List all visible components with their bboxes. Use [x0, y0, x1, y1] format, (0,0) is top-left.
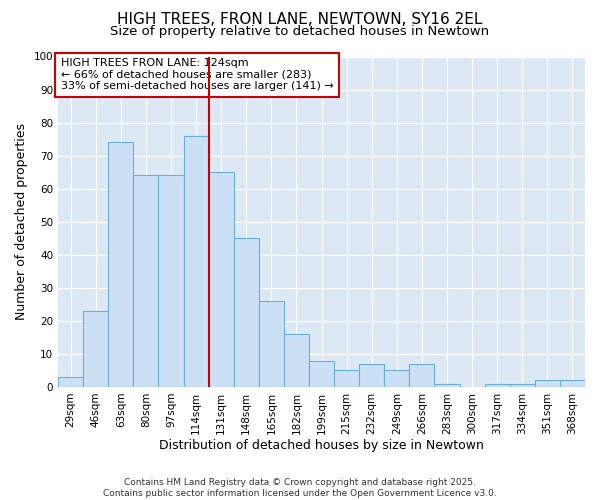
Text: Contains HM Land Registry data © Crown copyright and database right 2025.
Contai: Contains HM Land Registry data © Crown c…	[103, 478, 497, 498]
Bar	[158, 176, 184, 387]
Bar	[133, 176, 158, 387]
Bar	[259, 301, 284, 387]
Bar	[359, 364, 384, 387]
Bar	[58, 377, 83, 387]
Bar	[384, 370, 409, 387]
Bar	[108, 142, 133, 387]
Bar	[560, 380, 585, 387]
Text: Size of property relative to detached houses in Newtown: Size of property relative to detached ho…	[110, 25, 490, 38]
Bar	[434, 384, 460, 387]
Bar	[510, 384, 535, 387]
Text: HIGH TREES, FRON LANE, NEWTOWN, SY16 2EL: HIGH TREES, FRON LANE, NEWTOWN, SY16 2EL	[118, 12, 482, 28]
Bar	[535, 380, 560, 387]
Bar	[485, 384, 510, 387]
Bar	[209, 172, 233, 387]
Bar	[309, 360, 334, 387]
Bar	[83, 311, 108, 387]
Bar	[409, 364, 434, 387]
Y-axis label: Number of detached properties: Number of detached properties	[15, 123, 28, 320]
Bar	[334, 370, 359, 387]
Bar	[233, 238, 259, 387]
Text: HIGH TREES FRON LANE: 124sqm
← 66% of detached houses are smaller (283)
33% of s: HIGH TREES FRON LANE: 124sqm ← 66% of de…	[61, 58, 334, 92]
Bar	[184, 136, 209, 387]
Bar	[284, 334, 309, 387]
X-axis label: Distribution of detached houses by size in Newtown: Distribution of detached houses by size …	[159, 440, 484, 452]
